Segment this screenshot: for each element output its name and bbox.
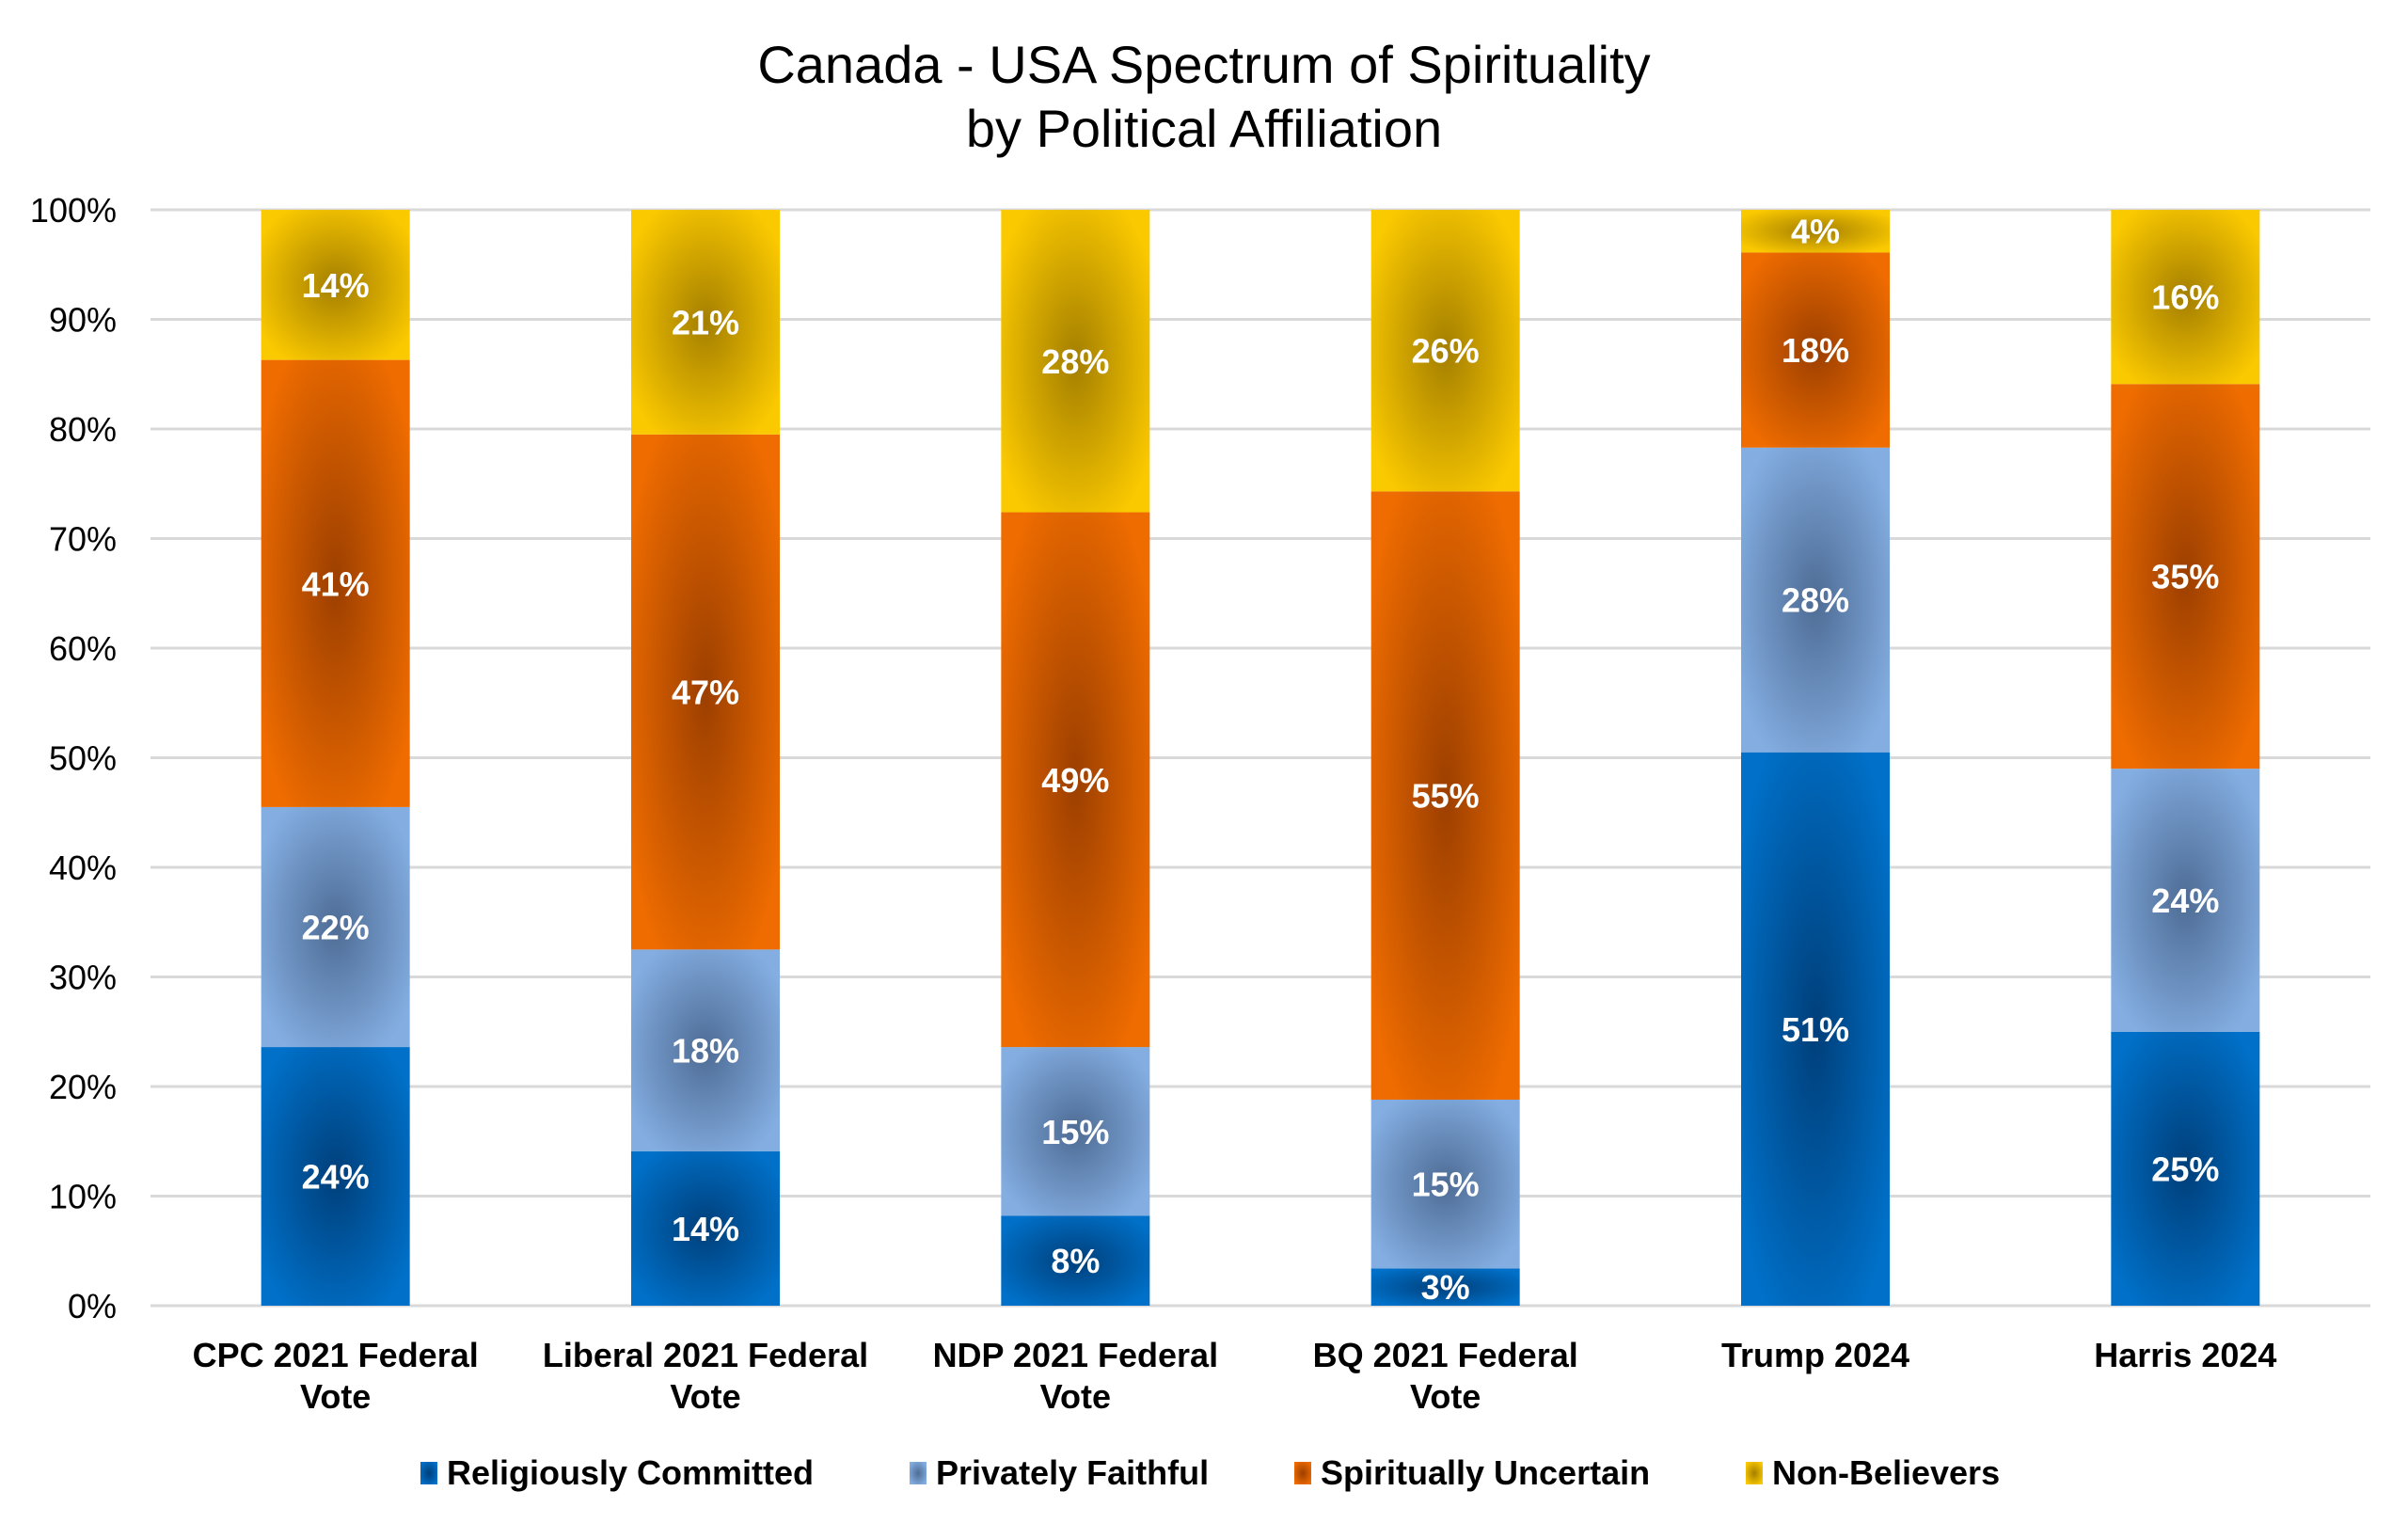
data-label: 18% — [672, 1032, 739, 1071]
x-tick-label: NDP 2021 Federal Vote — [933, 1336, 1219, 1416]
data-label: 28% — [1782, 581, 1849, 620]
y-tick-label: 80% — [49, 410, 117, 449]
bar-segment-religiously-committed — [1370, 1268, 1520, 1306]
data-label: 3% — [1421, 1268, 1470, 1307]
x-axis: CPC 2021 Federal Vote Liberal 2021 Federal… — [193, 1336, 2277, 1416]
data-label: 15% — [1412, 1166, 1480, 1204]
data-label: 28% — [1041, 342, 1109, 381]
bar-segment-privately-faithful — [2111, 769, 2260, 1032]
data-label: 8% — [1051, 1242, 1100, 1280]
legend-item: Religiously Committed — [420, 1453, 814, 1492]
bar-segment-religiously-committed — [1741, 752, 1890, 1306]
x-tick-label: Trump 2024 — [1721, 1336, 1909, 1374]
bar-stack: 24% 22% 41% 14% — [261, 210, 410, 1306]
bar-segment-religiously-committed — [2111, 1031, 2260, 1306]
gridlines — [150, 208, 2370, 1308]
data-label: 41% — [302, 564, 370, 603]
y-tick-label: 100% — [30, 191, 117, 230]
chart-subtitle: by Political Affiliation — [966, 99, 1442, 158]
legend-item: Privately Faithful — [910, 1453, 1209, 1492]
bar-segment-non-believers — [1370, 210, 1520, 492]
y-tick-label: 60% — [49, 629, 117, 668]
y-tick-label: 30% — [49, 959, 117, 997]
legend-label: Religiously Committed — [447, 1453, 814, 1492]
x-tick-label: CPC 2021 Federal Vote — [193, 1336, 479, 1416]
bar-stack: 25% 24% 35% 16% — [2111, 210, 2260, 1306]
bar-segment-religiously-committed — [1001, 1215, 1150, 1306]
bar-segment-non-believers — [1001, 210, 1150, 513]
data-label: 51% — [1782, 1010, 1849, 1049]
y-tick-label: 20% — [49, 1068, 117, 1106]
bar-segment-privately-faithful — [1001, 1047, 1150, 1216]
bars: 24% 22% 41% 14% 14% 18% 47% 21% 8% 15% 49% 28% 3% 15%… — [261, 210, 2260, 1307]
y-tick-label: 10% — [49, 1178, 117, 1216]
data-label: 35% — [2151, 558, 2219, 596]
x-tick-label: BQ 2021 Federal Vote — [1313, 1336, 1578, 1416]
legend-item: Non-Believers — [1746, 1453, 2000, 1492]
bar-segment-spiritually-uncertain — [631, 434, 780, 950]
y-tick-label: 40% — [49, 849, 117, 887]
data-label: 26% — [1412, 332, 1480, 371]
bar-segment-religiously-committed — [631, 1150, 780, 1306]
bar-segment-spiritually-uncertain — [261, 359, 410, 807]
bar-stack: 51% 28% 18% 4% — [1741, 210, 1890, 1306]
legend-swatch — [1746, 1462, 1763, 1484]
x-tick-label: Liberal 2021 Federal Vote — [543, 1336, 868, 1416]
data-label: 47% — [672, 674, 739, 712]
bar-segment-spiritually-uncertain — [1741, 252, 1890, 448]
bar-segment-non-believers — [261, 210, 410, 360]
legend: Religiously Committed Privately Faithful S… — [420, 1453, 2000, 1492]
data-label: 49% — [1041, 761, 1109, 800]
legend-label: Privately Faithful — [936, 1453, 1209, 1492]
bar-segment-non-believers — [2111, 210, 2260, 385]
y-tick-label: 90% — [49, 301, 117, 340]
data-label: 21% — [672, 303, 739, 341]
data-label: 55% — [1412, 777, 1480, 816]
legend-swatch — [1294, 1462, 1311, 1484]
bar-segment-privately-faithful — [1370, 1099, 1520, 1269]
bar-stack: 3% 15% 55% 26% — [1370, 210, 1520, 1307]
bar-segment-spiritually-uncertain — [1370, 491, 1520, 1100]
bar-segment-privately-faithful — [631, 949, 780, 1151]
bar-stack: 14% 18% 47% 21% — [631, 210, 780, 1306]
bar-segment-privately-faithful — [1741, 447, 1890, 753]
data-label: 16% — [2151, 278, 2219, 317]
y-tick-label: 50% — [49, 739, 117, 778]
y-tick-label: 70% — [49, 520, 117, 559]
legend-swatch — [910, 1462, 927, 1484]
bar-segment-spiritually-uncertain — [1001, 512, 1150, 1048]
data-label: 4% — [1791, 213, 1840, 251]
legend-label: Non-Believers — [1772, 1453, 2000, 1492]
chart-title: Canada - USA Spectrum of Spirituality — [757, 35, 1650, 94]
bar-segment-religiously-committed — [261, 1047, 410, 1306]
data-label: 24% — [2151, 881, 2219, 920]
bar-segment-spiritually-uncertain — [2111, 384, 2260, 769]
data-label: 22% — [302, 908, 370, 946]
data-label: 14% — [302, 266, 370, 305]
legend-item: Spiritually Uncertain — [1294, 1453, 1650, 1492]
x-tick-label: Harris 2024 — [2094, 1336, 2276, 1374]
data-label: 25% — [2151, 1150, 2219, 1188]
legend-label: Spiritually Uncertain — [1321, 1453, 1650, 1492]
data-label: 24% — [302, 1158, 370, 1197]
bar-segment-privately-faithful — [261, 806, 410, 1048]
bar-stack: 8% 15% 49% 28% — [1001, 210, 1150, 1306]
data-label: 18% — [1782, 331, 1849, 370]
bar-segment-non-believers — [631, 210, 780, 435]
y-tick-label: 0% — [68, 1287, 117, 1325]
data-label: 15% — [1041, 1113, 1109, 1151]
y-axis: 0% 10% 20% 30% 40% 50% 60% 70% 80% 90% 100% — [30, 191, 117, 1325]
legend-swatch — [420, 1462, 437, 1484]
data-label: 14% — [672, 1210, 739, 1248]
bar-segment-non-believers — [1741, 210, 1890, 253]
